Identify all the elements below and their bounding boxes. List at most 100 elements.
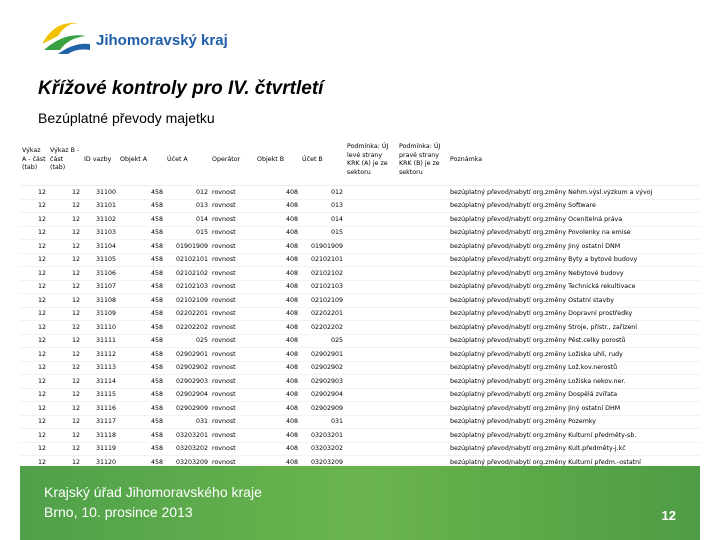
table-cell: bezúplatný převod/nabytí org.změny Jiný … (448, 401, 700, 416)
table-cell: rovnost (210, 415, 255, 429)
header-cell: ID vazby (82, 135, 118, 186)
table-cell: rovnost (210, 307, 255, 321)
table-row: 12 12 31109 458 02202201 rovnost 408 02202201 be… (20, 307, 700, 321)
table-cell: 408 (255, 212, 300, 227)
table-cell: rovnost (210, 266, 255, 281)
table-cell: 02902901 (300, 347, 345, 362)
table-cell: bezúplatný převod/nabytí org.změny Byty … (448, 253, 700, 267)
table-cell: 408 (255, 239, 300, 254)
empty-cell (397, 428, 448, 443)
empty-cell (345, 266, 397, 281)
table-cell: 02102109 (165, 293, 210, 308)
table-cell: 02102109 (300, 293, 345, 308)
table-cell: 31107 (82, 280, 118, 294)
empty-cell (397, 401, 448, 416)
empty-cell (397, 280, 448, 294)
table-cell: 12 (20, 401, 48, 416)
table-cell: 12 (20, 253, 48, 267)
table-cell: 12 (48, 361, 82, 375)
table-cell: rovnost (210, 388, 255, 402)
table-cell: 458 (118, 401, 165, 416)
table-cell: rovnost (210, 334, 255, 348)
table-cell: 31112 (82, 347, 118, 362)
table-cell: rovnost (210, 199, 255, 213)
table-cell: 013 (165, 199, 210, 213)
table-cell: 458 (118, 334, 165, 348)
table-cell: 458 (118, 199, 165, 213)
table-row: 12 12 31105 458 02102101 rovnost 408 02102101 be… (20, 253, 700, 267)
empty-cell (345, 334, 397, 348)
table-cell: 12 (48, 401, 82, 416)
table-cell: 458 (118, 374, 165, 389)
table-cell: rovnost (210, 320, 255, 335)
table-cell: 31108 (82, 293, 118, 308)
table-cell: 12 (20, 212, 48, 227)
table-cell: 408 (255, 199, 300, 213)
table-cell: 02102103 (300, 280, 345, 294)
table-cell: 408 (255, 374, 300, 389)
table-cell: 408 (255, 428, 300, 443)
logo: Jihomoravský kraj (42, 22, 228, 54)
table-cell: 02102101 (300, 253, 345, 267)
table-cell: 12 (48, 253, 82, 267)
table-cell: 031 (165, 415, 210, 429)
table-cell: rovnost (210, 442, 255, 456)
header-cell: Objekt B (255, 135, 300, 186)
empty-cell (345, 415, 397, 429)
table-cell: 02902903 (165, 374, 210, 389)
empty-cell (397, 266, 448, 281)
table: Výkaz A - část (tab) Výkaz B - část (tab)… (20, 135, 700, 470)
empty-cell (345, 428, 397, 443)
table-cell: 12 (48, 428, 82, 443)
table-cell: 408 (255, 266, 300, 281)
table-row: 12 12 31106 458 02102102 rovnost 408 02102102 be… (20, 266, 700, 281)
empty-cell (397, 293, 448, 308)
table-row: 12 12 31115 458 02902904 rovnost 408 02902904 be… (20, 388, 700, 402)
table-cell: bezúplatný převod/nabytí org.změny Dopra… (448, 307, 700, 321)
table-cell: 458 (118, 388, 165, 402)
table-cell: 12 (20, 442, 48, 456)
table-cell: 31104 (82, 239, 118, 254)
empty-cell (397, 239, 448, 254)
table-cell: rovnost (210, 361, 255, 375)
subtitle: Bezúplatné převody majetku (38, 110, 215, 126)
empty-cell (345, 253, 397, 267)
empty-cell (345, 347, 397, 362)
table-cell: 12 (20, 428, 48, 443)
table-cell: rovnost (210, 428, 255, 443)
table-cell: 013 (300, 199, 345, 213)
empty-cell (397, 334, 448, 348)
empty-cell (397, 307, 448, 321)
table-cell: 31101 (82, 199, 118, 213)
table-cell: 01901909 (165, 239, 210, 254)
table-row: 12 12 31110 458 02202202 rovnost 408 02202202 be… (20, 320, 700, 335)
table-cell: 458 (118, 442, 165, 456)
table-cell: 12 (48, 334, 82, 348)
table-cell: rovnost (210, 374, 255, 389)
page-number: 12 (661, 508, 676, 523)
table-cell: 458 (118, 361, 165, 375)
table-cell: 12 (48, 374, 82, 389)
empty-cell (397, 212, 448, 227)
empty-cell (345, 280, 397, 294)
logo-text: Jihomoravský kraj (96, 32, 228, 49)
table-row: 12 12 31113 458 02902902 rovnost 408 02902902 be… (20, 361, 700, 375)
table-cell: 025 (165, 334, 210, 348)
footer-line: Krajský úřad Jihomoravského kraje (44, 484, 262, 500)
table-cell: rovnost (210, 280, 255, 294)
table-cell: 12 (20, 266, 48, 281)
table-row: 12 12 31100 458 012 rovnost 408 012 bezúplatný p… (20, 185, 700, 200)
table-cell: 02902904 (165, 388, 210, 402)
table-cell: 015 (300, 226, 345, 240)
table-cell: 12 (48, 307, 82, 321)
table-cell: 408 (255, 361, 300, 375)
table-cell: 12 (20, 347, 48, 362)
table-cell: bezúplatný převod/nabytí org.změny Jiný … (448, 239, 700, 254)
table-row: 12 12 31118 458 03203201 rovnost 408 03203201 be… (20, 428, 700, 443)
empty-cell (345, 199, 397, 213)
table-cell: bezúplatný převod/nabytí org.změny Oceni… (448, 212, 700, 227)
table-cell: 31105 (82, 253, 118, 267)
table-cell: 025 (300, 334, 345, 348)
empty-cell (397, 388, 448, 402)
